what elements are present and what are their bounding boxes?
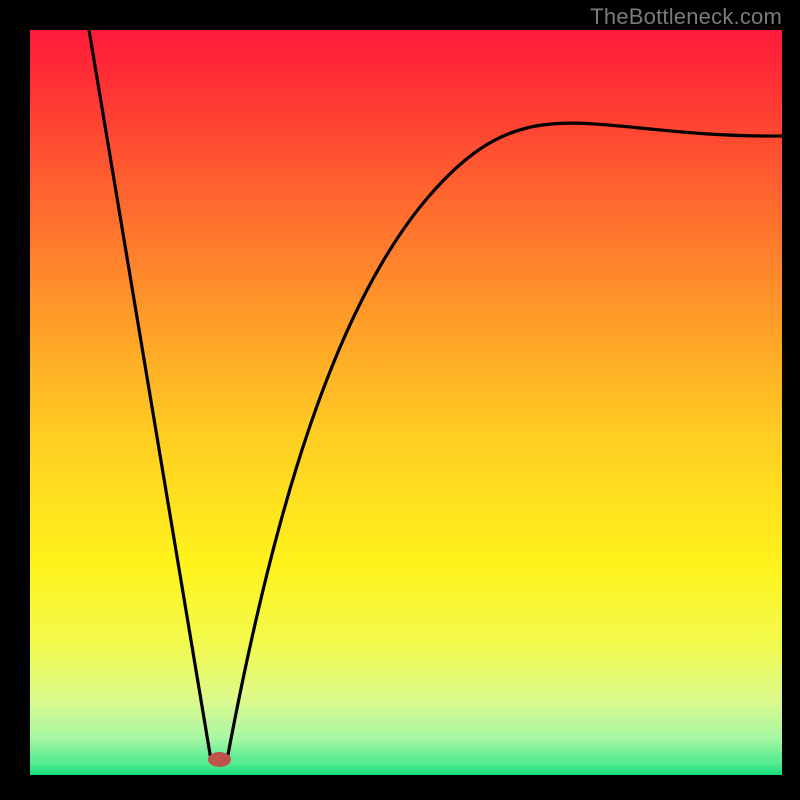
chart-container: TheBottleneck.com: [0, 0, 800, 800]
curve-left-line: [89, 30, 211, 760]
watermark-text: TheBottleneck.com: [590, 4, 782, 30]
optimal-marker: [208, 752, 231, 767]
bottleneck-curve: [30, 30, 782, 775]
plot-area: [30, 30, 782, 775]
curve-right-asymptote: [227, 123, 782, 760]
